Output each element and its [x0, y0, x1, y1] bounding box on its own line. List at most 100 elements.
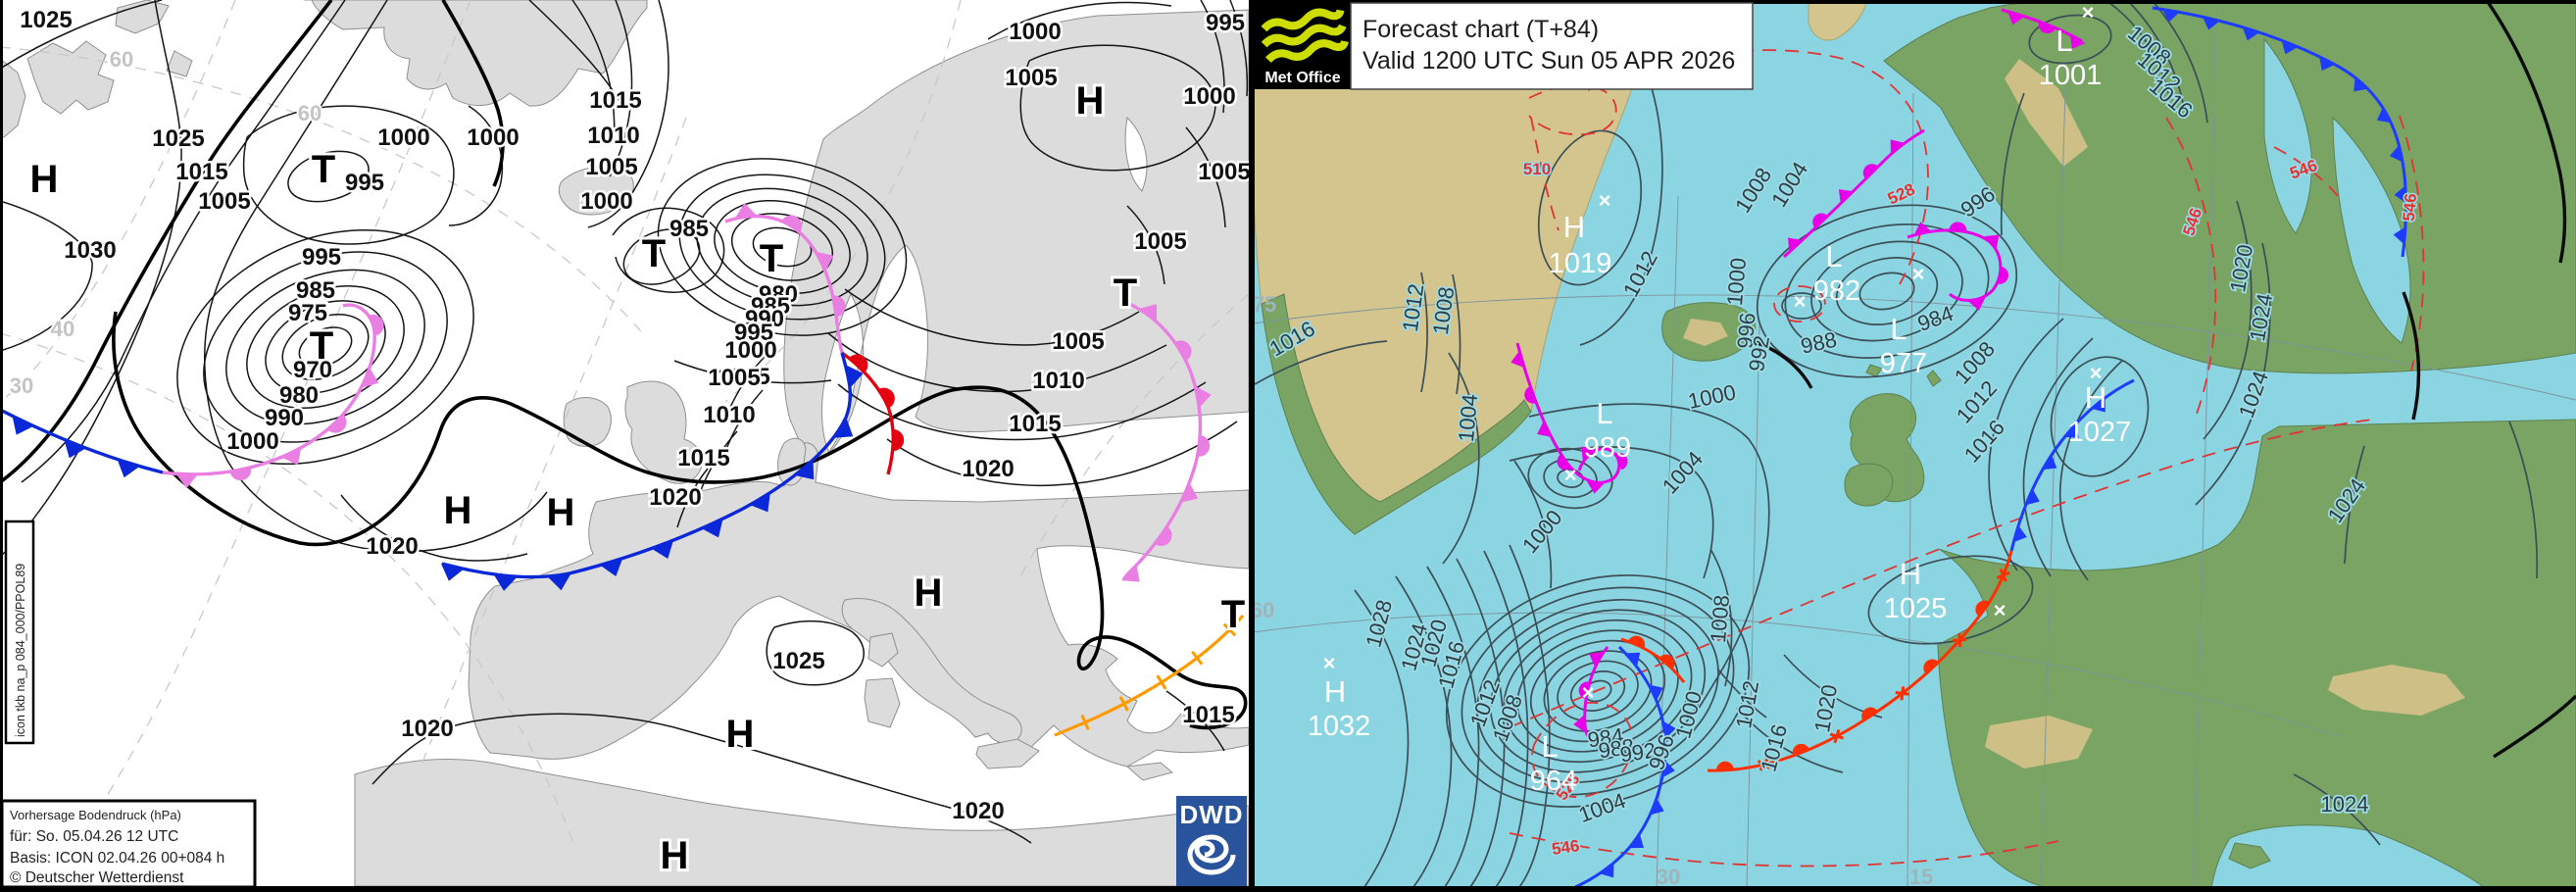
occluded-front-symbol — [1949, 222, 1967, 232]
isobar-label: 1005 — [1052, 328, 1104, 355]
landmass-greenland-coast — [1261, 293, 1532, 535]
cold-front-symbol — [1661, 760, 1675, 778]
latitude-label: 30 — [10, 373, 33, 398]
occluded-front — [724, 214, 844, 354]
isobar-label: 1005 — [1134, 228, 1186, 255]
occluded-front-symbol — [2007, 11, 2025, 25]
occluded-front-symbol — [1195, 386, 1212, 408]
isobar-label: 985 — [751, 293, 790, 320]
panel-divider — [1249, 0, 1255, 892]
iberia-plateau — [1985, 716, 2093, 768]
pressure-center-letter: H — [547, 491, 575, 534]
pressure-center-value: 989 — [1584, 432, 1631, 464]
isobar-label: 975 — [288, 300, 327, 326]
isobar-label: 990 — [745, 306, 784, 332]
left-border — [0, 0, 3, 892]
pressure-center-letter: H — [1563, 210, 1585, 244]
landmass-balearics — [2228, 842, 2271, 869]
pressure-center-value: 1019 — [1549, 248, 1612, 279]
occluded-front — [1907, 228, 2003, 302]
isobar-label: 988 — [1597, 734, 1636, 764]
warm-front — [1620, 637, 1686, 683]
isobar-label: 995 — [302, 244, 341, 271]
dwd-isobar-labels: 1025 1030 1025 1015 1005 995 1000 1000 1015 1010 1… — [18, 5, 1249, 827]
isobar-label: 1025 — [152, 125, 204, 152]
pressure-center-value: 977 — [1880, 348, 1927, 379]
cold-front-symbol — [2042, 454, 2057, 471]
cold-front-symbol — [2063, 423, 2079, 438]
landmass-svalbard — [26, 40, 115, 115]
cold-front-symbol — [2393, 226, 2406, 245]
met-low977-rings — [1756, 204, 2018, 378]
cold-front-symbol — [1649, 684, 1663, 701]
pressure-center-cross-icon: × — [1582, 680, 1595, 705]
isobar-label: 1005 — [198, 188, 250, 215]
cold-front — [441, 352, 852, 579]
isobar-label: 1000 — [226, 428, 278, 455]
met-isobars — [1254, 0, 2539, 888]
forecast-header-box: Forecast chart (T+84) Valid 1200 UTC Sun… — [1350, 2, 1754, 90]
isobar-label: 1015 — [589, 87, 641, 114]
pressure-center-cross-icon: × — [1564, 463, 1577, 487]
pressure-center-letter: L — [1890, 312, 1907, 346]
warmx-front-symbol — [1996, 568, 2010, 582]
cold-front-symbol — [2013, 524, 2027, 543]
isobar-label: 1000 — [1009, 19, 1061, 45]
trough-front-symbol — [1222, 622, 1237, 637]
latitude-label: 60 — [298, 101, 322, 125]
pressure-center-letter: H — [915, 571, 943, 615]
isobar-label: 1015 — [1182, 702, 1234, 728]
occluded-front-symbol — [816, 251, 834, 272]
warmx-front-symbol — [1792, 743, 1809, 757]
dwd-fronts — [0, 202, 1245, 737]
cold-front-symbol — [701, 519, 723, 538]
isobar-label: 1000 — [467, 124, 519, 151]
trough-line — [1054, 614, 1245, 737]
cold-front-symbol — [2376, 107, 2392, 124]
dwd-isobars — [0, 0, 1249, 844]
cold-front-symbol — [750, 492, 770, 513]
isobar-label: 1010 — [703, 402, 755, 428]
isobar-label: 1000 — [377, 124, 429, 151]
credit-text: icon tkb na_p 084_000/PPOL89 — [14, 564, 27, 737]
occluded-front-symbol — [175, 473, 198, 489]
legend-line4: © Deutscher Wetterdienst — [10, 869, 184, 886]
occluded-front-symbol — [1155, 526, 1172, 547]
isobar-label: 1015 — [175, 159, 227, 185]
cold-front-symbol — [547, 573, 571, 591]
pressure-center-cross-icon: × — [1599, 188, 1611, 213]
cold-front-symbol — [493, 574, 518, 591]
isobar-label: 1008 — [1706, 594, 1734, 644]
pressure-center-letter: H — [444, 489, 472, 532]
trough-front-symbol — [1156, 674, 1167, 690]
pressure-center-letter: H — [1076, 79, 1105, 123]
cold-front-symbol — [1650, 798, 1664, 816]
landmass-ireland — [563, 397, 612, 447]
occluded-front-symbol — [1812, 213, 1828, 228]
occluded-front-symbol — [1586, 481, 1605, 494]
legend-line1: Vorhersage Bodendruck (hPa) — [10, 808, 181, 822]
landmass-arctic — [304, 0, 648, 107]
isobar-label: 1010 — [1032, 368, 1084, 394]
dwd-logo-text: DWD — [1179, 800, 1243, 829]
cold-front-symbol — [845, 365, 864, 388]
occluded-front-symbol — [1524, 386, 1537, 404]
warmx-front-symbol — [1953, 632, 1967, 647]
pressure-center-letter: L — [2056, 24, 2072, 58]
isobar-label: 1025 — [20, 7, 72, 33]
cold-front-symbol — [651, 540, 674, 559]
cold-front-symbol — [795, 460, 815, 480]
occluded-front-symbol — [1573, 715, 1586, 733]
iceland-interior — [1683, 319, 1728, 346]
pressure-center-letter: T — [310, 324, 333, 368]
pressure-center-value: 964 — [1530, 766, 1577, 797]
isobar-label: 985 — [669, 216, 709, 242]
isobar-label: 996 — [1732, 312, 1759, 350]
occluded-front-symbol — [1984, 234, 2000, 250]
isobar-label: 1020 — [649, 484, 701, 511]
isobar-label: 1030 — [64, 237, 116, 264]
met-thickness-lines — [1509, 49, 2425, 867]
isobar-label: 980 — [759, 281, 798, 308]
